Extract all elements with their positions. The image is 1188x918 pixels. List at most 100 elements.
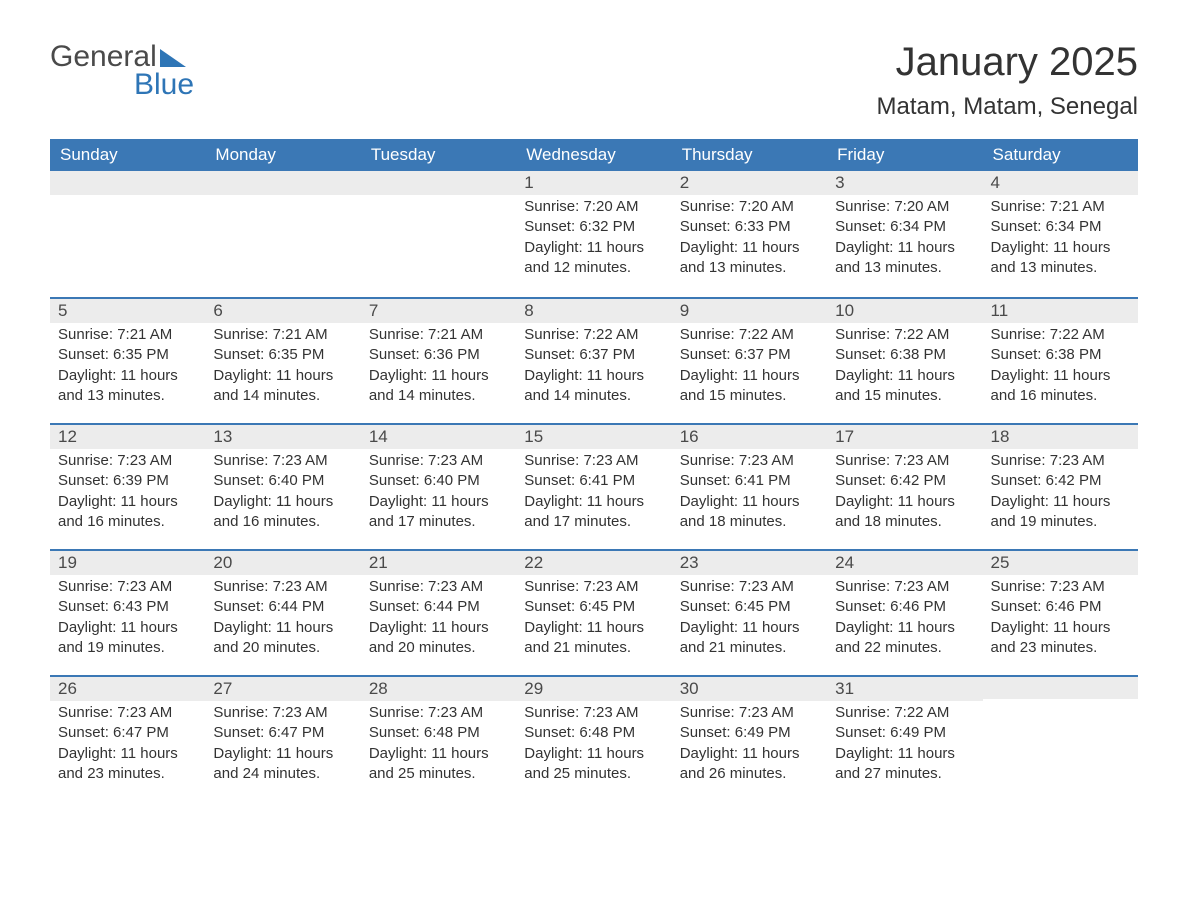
daylight-line: Daylight: 11 hours and 16 minutes.	[213, 492, 352, 533]
daylight-label: Daylight:	[58, 745, 121, 762]
sunrise-value: 7:21 AM	[273, 326, 328, 343]
daylight-line: Daylight: 11 hours and 21 minutes.	[680, 618, 819, 659]
sunset-line: Sunset: 6:45 PM	[680, 597, 819, 617]
sunrise-line: Sunrise: 7:22 AM	[991, 325, 1130, 345]
sunset-value: 6:41 PM	[579, 472, 635, 489]
sunset-value: 6:42 PM	[890, 472, 946, 489]
calendar-cell: 29Sunrise: 7:23 AMSunset: 6:48 PMDayligh…	[516, 675, 671, 801]
sunset-line: Sunset: 6:37 PM	[680, 345, 819, 365]
calendar-cell: 20Sunrise: 7:23 AMSunset: 6:44 PMDayligh…	[205, 549, 360, 675]
sunset-line: Sunset: 6:41 PM	[524, 471, 663, 491]
sunrise-label: Sunrise:	[213, 452, 272, 469]
day-number: 6	[205, 297, 360, 323]
day-number: 5	[50, 297, 205, 323]
calendar-cell: 30Sunrise: 7:23 AMSunset: 6:49 PMDayligh…	[672, 675, 827, 801]
daylight-label: Daylight:	[213, 367, 276, 384]
sunset-line: Sunset: 6:40 PM	[369, 471, 508, 491]
day-body: Sunrise: 7:20 AMSunset: 6:33 PMDaylight:…	[672, 195, 827, 286]
daylight-label: Daylight:	[524, 493, 587, 510]
calendar-cell	[983, 675, 1138, 801]
day-number: 20	[205, 549, 360, 575]
day-number: 12	[50, 423, 205, 449]
day-number: 2	[672, 171, 827, 195]
sunrise-label: Sunrise:	[524, 452, 583, 469]
sunset-value: 6:47 PM	[268, 724, 324, 741]
sunrise-line: Sunrise: 7:23 AM	[58, 577, 197, 597]
sunset-label: Sunset:	[835, 472, 890, 489]
sunset-value: 6:39 PM	[113, 472, 169, 489]
daylight-line: Daylight: 11 hours and 13 minutes.	[991, 238, 1130, 279]
day-number: 1	[516, 171, 671, 195]
daylight-line: Daylight: 11 hours and 13 minutes.	[58, 366, 197, 407]
calendar-cell: 7Sunrise: 7:21 AMSunset: 6:36 PMDaylight…	[361, 297, 516, 423]
sunset-line: Sunset: 6:32 PM	[524, 217, 663, 237]
sunset-value: 6:47 PM	[113, 724, 169, 741]
daylight-label: Daylight:	[991, 367, 1054, 384]
daylight-line: Daylight: 11 hours and 15 minutes.	[680, 366, 819, 407]
sunrise-value: 7:23 AM	[428, 578, 483, 595]
weekday-header: Tuesday	[361, 139, 516, 171]
sunset-label: Sunset:	[835, 598, 890, 615]
sunset-label: Sunset:	[524, 472, 579, 489]
sunset-line: Sunset: 6:40 PM	[213, 471, 352, 491]
day-number: 14	[361, 423, 516, 449]
daynum-row-empty	[361, 171, 516, 195]
sunrise-value: 7:23 AM	[428, 452, 483, 469]
sunrise-value: 7:23 AM	[273, 704, 328, 721]
sunrise-value: 7:23 AM	[894, 452, 949, 469]
sunrise-label: Sunrise:	[213, 704, 272, 721]
sunrise-line: Sunrise: 7:23 AM	[991, 577, 1130, 597]
day-body: Sunrise: 7:23 AMSunset: 6:42 PMDaylight:…	[827, 449, 982, 540]
calendar-cell: 3Sunrise: 7:20 AMSunset: 6:34 PMDaylight…	[827, 171, 982, 297]
daylight-label: Daylight:	[680, 619, 743, 636]
day-number: 31	[827, 675, 982, 701]
location-subtitle: Matam, Matam, Senegal	[877, 93, 1138, 121]
sunset-label: Sunset:	[369, 598, 424, 615]
day-body: Sunrise: 7:20 AM Sunset: 6:32 PM Daylight:…	[516, 195, 671, 286]
sunrise-value: 7:23 AM	[583, 578, 638, 595]
day-number: 10	[827, 297, 982, 323]
sunset-line: Sunset: 6:48 PM	[369, 723, 508, 743]
sunset-value: 6:37 PM	[579, 346, 635, 363]
daylight-label: Daylight:	[369, 619, 432, 636]
sunrise-label: Sunrise:	[369, 704, 428, 721]
weekday-header-row: SundayMondayTuesdayWednesdayThursdayFrid…	[50, 139, 1138, 171]
sunrise-value: 7:23 AM	[117, 578, 172, 595]
calendar-cell: 23Sunrise: 7:23 AMSunset: 6:45 PMDayligh…	[672, 549, 827, 675]
sunset-label: Sunset:	[369, 472, 424, 489]
sunset-line: Sunset: 6:49 PM	[680, 723, 819, 743]
logo: General Blue	[50, 40, 194, 102]
sunrise-label: Sunrise:	[524, 198, 583, 215]
sunrise-value: 7:20 AM	[583, 198, 638, 215]
sunset-value: 6:46 PM	[890, 598, 946, 615]
sunset-label: Sunset:	[213, 472, 268, 489]
sunrise-value: 7:21 AM	[1050, 198, 1105, 215]
daylight-label: Daylight:	[58, 493, 121, 510]
sunrise-value: 7:23 AM	[739, 704, 794, 721]
sunrise-line: Sunrise: 7:22 AM	[524, 325, 663, 345]
sunrise-label: Sunrise:	[369, 578, 428, 595]
day-number: 7	[361, 297, 516, 323]
title-block: January 2025 Matam, Matam, Senegal	[877, 40, 1138, 121]
sunrise-label: Sunrise:	[58, 578, 117, 595]
day-body: Sunrise: 7:23 AMSunset: 6:43 PMDaylight:…	[50, 575, 205, 666]
sunset-line: Sunset: 6:46 PM	[991, 597, 1130, 617]
day-body: Sunrise: 7:20 AMSunset: 6:34 PMDaylight:…	[827, 195, 982, 286]
day-number: 26	[50, 675, 205, 701]
sunrise-line: Sunrise: 7:23 AM	[369, 451, 508, 471]
calendar-cell: 28Sunrise: 7:23 AMSunset: 6:48 PMDayligh…	[361, 675, 516, 801]
sunrise-line: Sunrise: 7:23 AM	[991, 451, 1130, 471]
daylight-line: Daylight: 11 hours and 13 minutes.	[835, 238, 974, 279]
daylight-label: Daylight:	[524, 239, 587, 256]
daylight-label: Daylight:	[58, 619, 121, 636]
day-number: 3	[827, 171, 982, 195]
daylight-line: Daylight: 11 hours and 27 minutes.	[835, 744, 974, 785]
daylight-line: Daylight: 11 hours and 13 minutes.	[680, 238, 819, 279]
sunset-label: Sunset:	[991, 472, 1046, 489]
sunset-label: Sunset:	[991, 218, 1046, 235]
daylight-line: Daylight: 11 hours and 15 minutes.	[835, 366, 974, 407]
month-title: January 2025	[877, 40, 1138, 85]
sunset-label: Sunset:	[58, 598, 113, 615]
calendar-cell: 12Sunrise: 7:23 AMSunset: 6:39 PMDayligh…	[50, 423, 205, 549]
calendar-week-row: 26Sunrise: 7:23 AMSunset: 6:47 PMDayligh…	[50, 675, 1138, 801]
